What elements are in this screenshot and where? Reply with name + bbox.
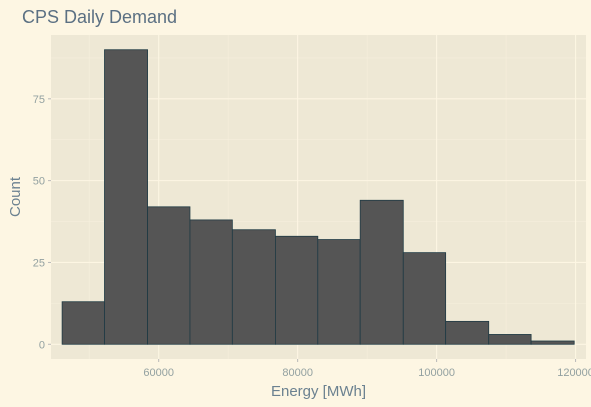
histogram-bar xyxy=(488,334,532,345)
histogram-bar xyxy=(189,219,233,345)
histogram-bar xyxy=(402,252,447,345)
x-axis-label: Energy [MWh] xyxy=(271,383,366,400)
y-tick-label: 75 xyxy=(33,94,45,106)
x-tick-label: 120000 xyxy=(557,367,591,379)
bars xyxy=(61,49,575,345)
y-axis-label: Count xyxy=(7,176,24,217)
histogram-bar xyxy=(231,229,276,345)
histogram-bar xyxy=(147,206,191,345)
y-tick-label: 50 xyxy=(33,176,45,188)
histogram-bar xyxy=(530,340,575,345)
x-axis-ticks: 60000 80000 100000 120000 xyxy=(143,359,591,379)
y-tick-label: 0 xyxy=(39,339,45,351)
chart-title: CPS Daily Demand xyxy=(22,7,177,27)
histogram-bar xyxy=(61,301,105,345)
y-axis-ticks: 0 25 50 75 xyxy=(33,94,51,351)
x-tick-label: 100000 xyxy=(418,367,455,379)
histogram-bar xyxy=(275,235,319,345)
histogram-bar xyxy=(359,199,404,345)
x-tick-label: 80000 xyxy=(282,367,313,379)
x-tick-label: 60000 xyxy=(143,367,174,379)
histogram-bar xyxy=(104,49,148,345)
y-tick-label: 25 xyxy=(33,257,45,269)
histogram-bar xyxy=(445,320,490,345)
histogram-bar xyxy=(317,239,361,345)
